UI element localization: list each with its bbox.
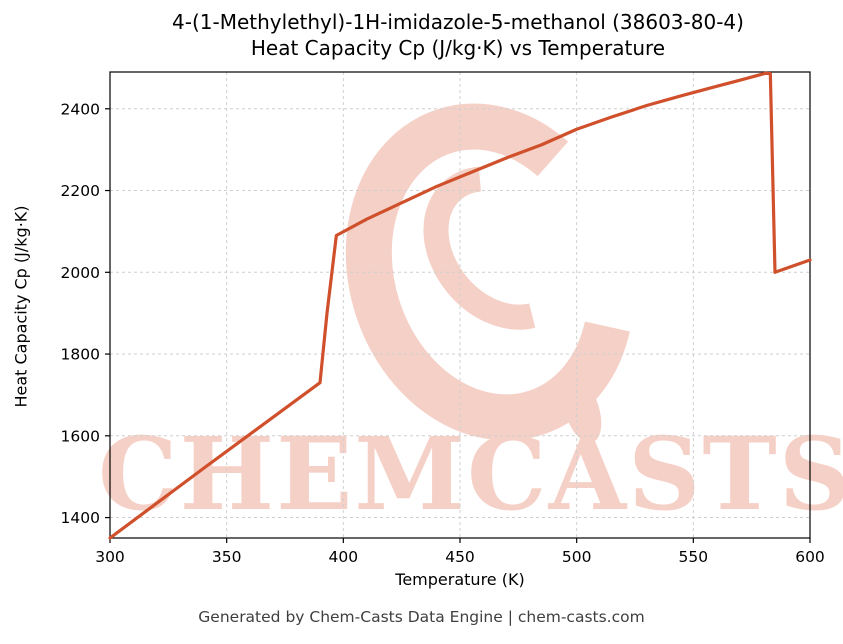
- chart-title: 4-(1-Methylethyl)-1H-imidazole-5-methano…: [100, 9, 816, 61]
- x-axis-label: Temperature (K): [395, 570, 525, 589]
- x-tick-label: 350: [212, 548, 242, 566]
- chart-title-line2: Heat Capacity Cp (J/kg·K) vs Temperature: [250, 36, 666, 60]
- y-tick-label: 1800: [61, 346, 100, 364]
- x-tick-label: 500: [562, 548, 592, 566]
- x-tick-label: 550: [679, 548, 709, 566]
- x-tick-label: 400: [329, 548, 359, 566]
- y-tick-label: 2200: [61, 182, 100, 200]
- x-tick-label: 600: [795, 548, 825, 566]
- y-tick-label: 2000: [61, 264, 100, 282]
- y-tick-label: 1600: [61, 427, 100, 445]
- cp-data-line: [108, 71, 812, 540]
- footer-credit: Generated by Chem-Casts Data Engine | ch…: [198, 608, 645, 626]
- y-tick-label: 1400: [61, 509, 100, 527]
- x-tick-label: 300: [95, 548, 125, 566]
- x-tick-label: 450: [445, 548, 475, 566]
- y-axis-label: Heat Capacity Cp (J/kg·K): [11, 205, 31, 408]
- chart-title-line1: 4-(1-Methylethyl)-1H-imidazole-5-methano…: [172, 10, 744, 34]
- y-tick-label: 2400: [61, 100, 100, 118]
